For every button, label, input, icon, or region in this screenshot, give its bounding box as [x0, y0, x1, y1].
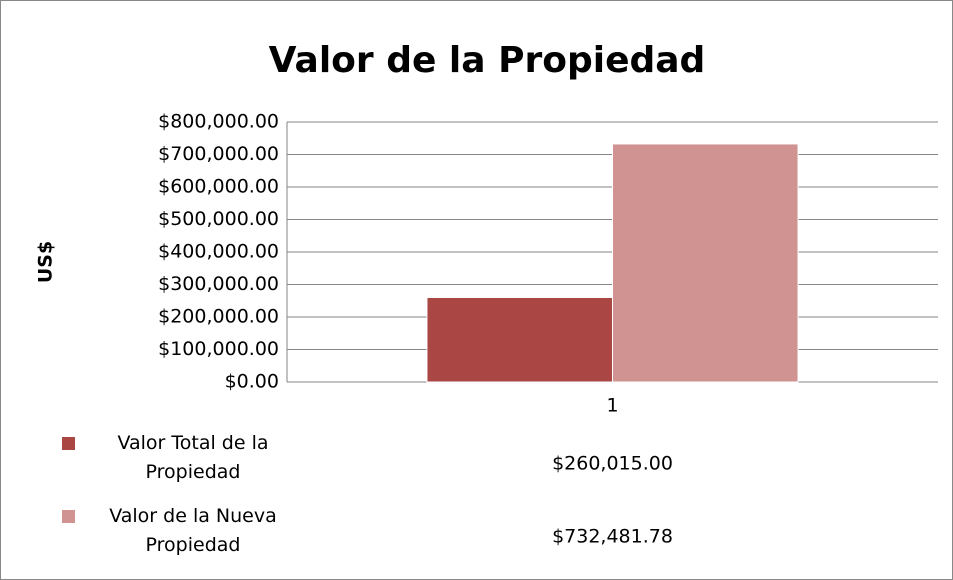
y-tick-label: $0.00	[225, 371, 279, 393]
legend-swatch	[62, 437, 75, 450]
y-tick-label: $500,000.00	[158, 208, 279, 230]
chart-title: Valor de la Propiedad	[269, 40, 706, 81]
bar	[426, 296, 613, 383]
y-tick-label: $600,000.00	[158, 176, 279, 198]
bar	[612, 143, 799, 383]
legend-label: Valor Total de la Propiedad	[117, 432, 269, 483]
y-tick-label: $800,000.00	[158, 111, 279, 133]
y-tick-label: $700,000.00	[158, 143, 279, 165]
legend-swatch	[62, 510, 75, 523]
legend-label: Valor de la Nueva Propiedad	[109, 505, 277, 556]
x-tick-label: 1	[606, 395, 618, 417]
y-axis-label: US$	[35, 241, 57, 283]
data-table-value: $732,481.78	[552, 526, 673, 548]
y-tick-label: $200,000.00	[158, 306, 279, 328]
y-tick-label: $300,000.00	[158, 273, 279, 295]
data-table-value: $260,015.00	[552, 453, 673, 475]
y-tick-label: $100,000.00	[158, 338, 279, 360]
y-tick-label: $400,000.00	[158, 241, 279, 263]
